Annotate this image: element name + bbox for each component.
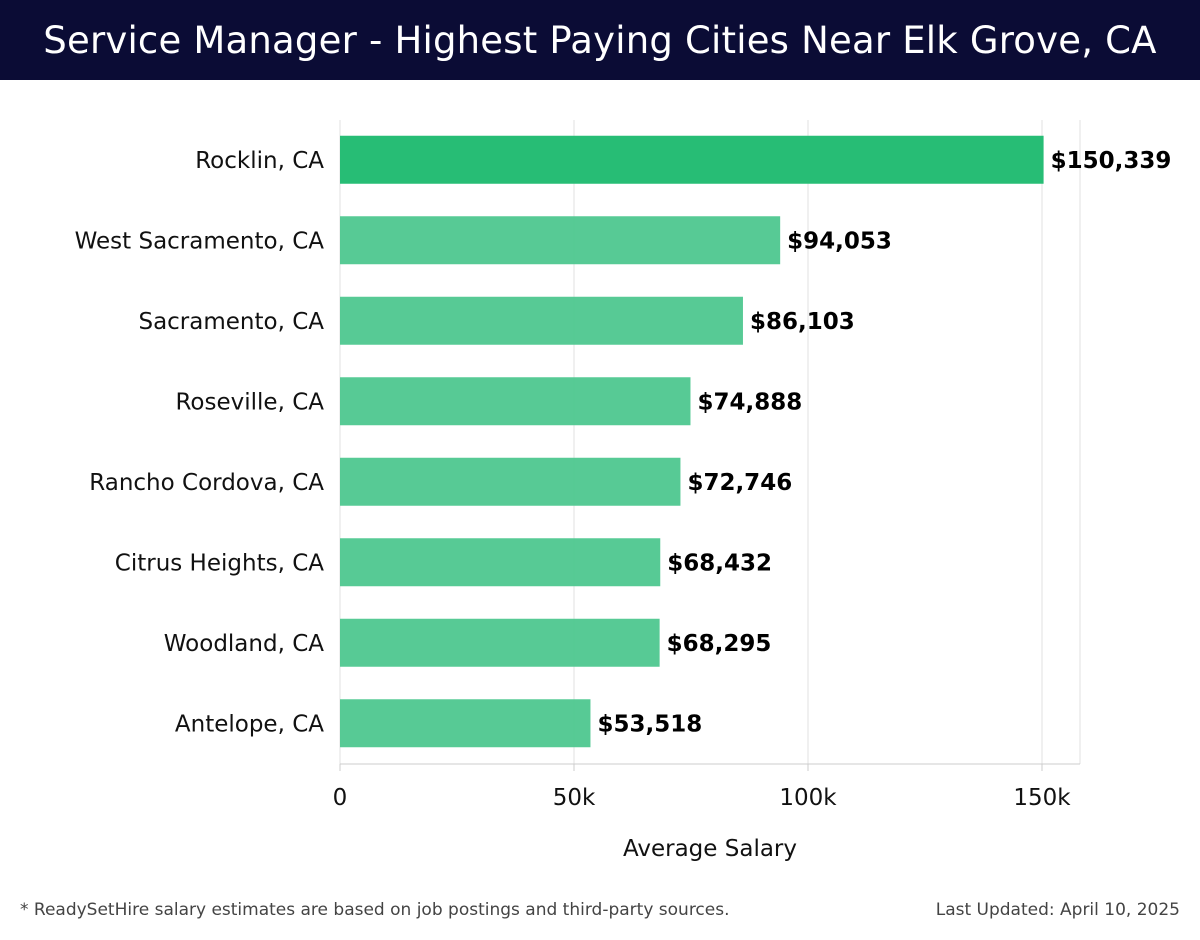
value-label: $86,103 (750, 309, 855, 335)
value-label: $68,432 (667, 550, 772, 576)
bar (340, 699, 591, 748)
category-label: Rocklin, CA (195, 148, 324, 174)
chart-title: Service Manager - Highest Paying Cities … (43, 18, 1157, 62)
bar (340, 538, 661, 587)
bar (340, 618, 660, 667)
bar (340, 216, 781, 265)
value-label: $94,053 (787, 228, 892, 254)
x-axis: 0 50k 100k 150k (333, 763, 1080, 811)
bar (340, 457, 681, 506)
x-tick-label: 0 (333, 785, 348, 811)
category-label: Woodland, CA (164, 631, 324, 657)
category-label: Rancho Cordova, CA (89, 470, 324, 496)
x-tick-label: 150k (1013, 785, 1071, 811)
bar-chart: 0 50k 100k 150k Rocklin, CA $150,339 West Sac… (75, 120, 1172, 862)
category-label: Sacramento, CA (138, 309, 324, 335)
value-label: $72,746 (687, 470, 792, 496)
value-label: $53,518 (597, 711, 702, 737)
bar (340, 296, 743, 345)
category-label: Antelope, CA (175, 711, 324, 737)
footnote: * ReadySetHire salary estimates are base… (20, 900, 730, 920)
x-tick-label: 50k (553, 785, 596, 811)
last-updated: Last Updated: April 10, 2025 (935, 900, 1180, 920)
x-tick-label: 100k (779, 785, 837, 811)
value-label: $74,888 (697, 389, 802, 415)
category-label: Roseville, CA (175, 389, 324, 415)
labels: Rocklin, CA $150,339 West Sacramento, CA $9… (75, 148, 1172, 738)
chart-header: Service Manager - Highest Paying Cities … (0, 0, 1200, 80)
category-label: Citrus Heights, CA (115, 550, 324, 576)
value-label: $150,339 (1051, 148, 1172, 174)
bar (340, 377, 691, 426)
value-label: $68,295 (667, 631, 772, 657)
bar (340, 135, 1044, 184)
bars (340, 135, 1044, 748)
x-axis-title: Average Salary (623, 836, 797, 862)
category-label: West Sacramento, CA (75, 228, 325, 254)
